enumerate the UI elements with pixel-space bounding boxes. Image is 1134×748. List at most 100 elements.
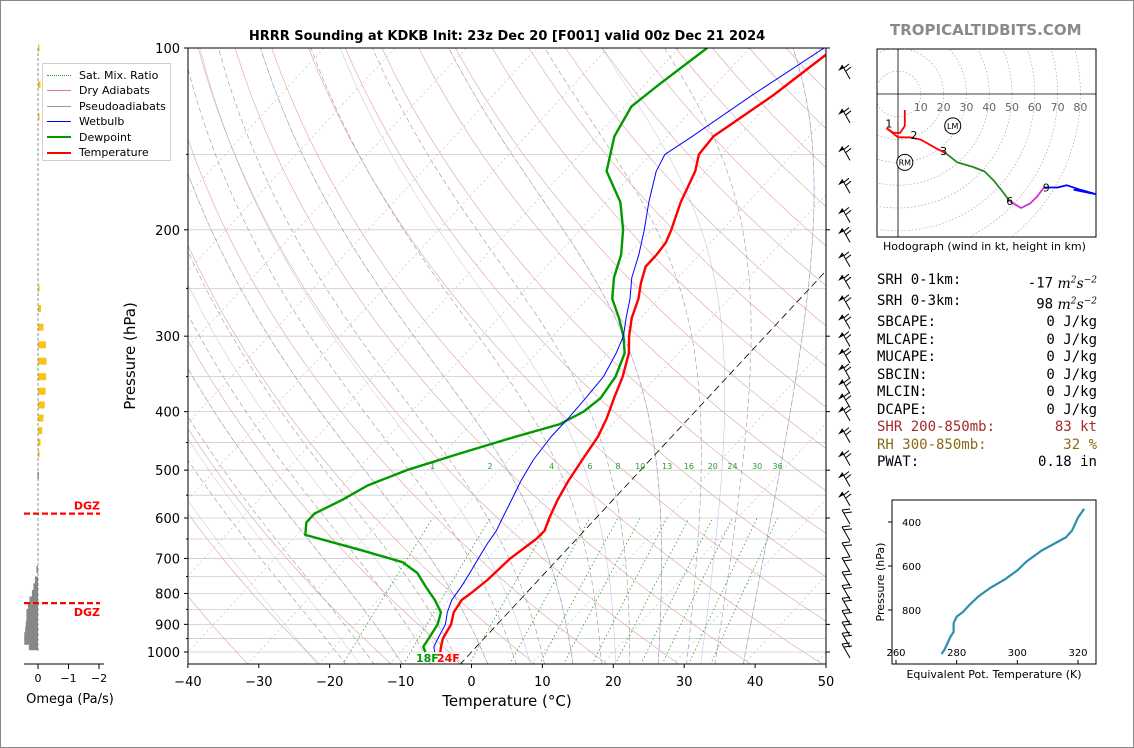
mixing-ratio-line [661, 517, 733, 664]
stat-value: 0 J/kg [1046, 366, 1097, 383]
wind-barb [838, 378, 852, 394]
storm-motion-label: LM [947, 122, 958, 131]
x-tick-label: −30 [245, 675, 272, 690]
stat-label: MLCIN: [877, 384, 928, 401]
omega-bar [24, 632, 38, 640]
dry-adiabat [271, 48, 823, 664]
stat-row: SBCIN: 0 J/kg [877, 367, 1097, 385]
stat-label: MUCAPE: [877, 349, 937, 366]
stat-row: MLCIN: 0 J/kg [877, 384, 1097, 402]
wind-barb [838, 294, 852, 310]
stat-label: SHR 200-850mb: [877, 419, 996, 436]
profile-wetbulb [433, 48, 825, 653]
skewt-axes-frame [187, 47, 827, 665]
omega-x-tick-label: 0 [35, 672, 42, 685]
dry-adiabat [198, 48, 680, 664]
legend-swatch [47, 121, 71, 122]
omega-x-tick-label: −1 [60, 672, 76, 685]
isotherm [459, 270, 826, 664]
pseudoadiabat [188, 313, 432, 664]
wind-barb [838, 107, 852, 124]
moist-reference-line [601, 48, 726, 664]
stat-row: MLCAPE: 0 J/kg [877, 332, 1097, 350]
wind-barb [838, 273, 852, 290]
isotherm [188, 48, 325, 195]
mixing-ratio-line [509, 517, 591, 664]
legend-entry: Pseudoadiabats [47, 99, 166, 113]
omega-bar [38, 450, 40, 458]
hodograph-trace [886, 127, 947, 155]
pseudoadiabat [448, 48, 662, 664]
y-tick-label: 800 [155, 587, 180, 602]
brand-label: TROPICALTIDBITS.COM [890, 21, 1082, 39]
dgz-label: DGZ [74, 606, 100, 619]
dry-adiabat [188, 244, 536, 664]
x-tick-label: 10 [534, 675, 551, 690]
hodograph-ring-label: 50 [1005, 101, 1019, 114]
isotherm [188, 48, 679, 577]
omega-bar [38, 44, 40, 52]
theta-e-y-tick-label: 800 [902, 606, 921, 617]
legend-label: Dewpoint [79, 130, 132, 144]
mixing-ratio-line [342, 517, 434, 664]
profile-dewpoint [304, 48, 708, 653]
legend-label: Wetbulb [79, 115, 125, 128]
wind-barb [841, 556, 853, 573]
omega-bar [36, 565, 38, 573]
hodograph-title: Hodograph (wind in kt, height in km) [883, 240, 1086, 253]
mixing-ratio-line [688, 517, 758, 664]
dry-adiabat [234, 48, 752, 664]
hodograph-ring-label: 60 [1028, 101, 1042, 114]
legend-swatch [47, 151, 71, 154]
stat-value: 0 J/kg [1046, 331, 1097, 348]
dry-adiabat [188, 428, 392, 664]
stats-panel: SRH 0-1km: -17 m2s−2 SRH 0-3km: 98 m2s−2 SBC… [877, 272, 1097, 472]
legend-entry: Sat. Mix. Ratio [47, 68, 158, 82]
stat-row: SHR 200-850mb: 83 kt [877, 419, 1097, 437]
isotherm [672, 499, 826, 664]
skewt-ylabel: Pressure (hPa) [121, 302, 139, 410]
wind-barb [838, 331, 852, 347]
mixing-ratio-line [615, 517, 690, 664]
legend-entry: Temperature [47, 146, 149, 160]
legend-label: Pseudoadiabats [79, 99, 166, 113]
legend-entry: Dewpoint [47, 130, 131, 144]
hodograph-ring-label: 80 [1073, 101, 1087, 114]
pseudoadiabat [188, 67, 517, 664]
omega-xlabel: Omega (Pa/s) [26, 692, 114, 707]
storm-motion-marker [896, 153, 914, 171]
surface-dewpoint-label: 18F [416, 652, 439, 665]
theta-e-ylabel: Pressure (hPa) [874, 543, 887, 622]
hodograph-height-label: 1 [885, 118, 892, 131]
omega-bar [38, 305, 42, 313]
stat-row: SRH 0-1km: -17 m2s−2 [877, 272, 1097, 293]
theta-e-xlabel: Equivalent Pot. Temperature (K) [906, 668, 1081, 681]
stat-value: 0 J/kg [1046, 384, 1097, 401]
x-tick-label: 40 [747, 675, 764, 690]
hodograph-trace [1043, 184, 1096, 196]
x-tick-label: 20 [605, 675, 622, 690]
omega-bar [38, 357, 47, 365]
y-tick-label: 600 [155, 512, 180, 527]
moist-reference-line [188, 500, 318, 664]
isotherm [530, 346, 826, 664]
wind-barb [838, 490, 852, 507]
hodograph-height-label: 3 [940, 145, 947, 158]
wind-barb [838, 471, 852, 487]
legend-swatch [47, 136, 71, 138]
wind-barb [838, 313, 852, 329]
hodograph-height-label: 6 [1006, 195, 1013, 208]
pseudoadiabat [310, 48, 602, 664]
wind-barb [841, 541, 853, 558]
mixing-ratio-label: 16 [684, 462, 694, 471]
pseudoadiabat [372, 48, 631, 664]
hodograph-ring-label: 40 [982, 101, 996, 114]
omega-bar [38, 387, 46, 395]
isotherm [389, 194, 826, 664]
stat-row: DCAPE: 0 J/kg [877, 402, 1097, 420]
stat-value: 0.18 in [1037, 454, 1097, 471]
hodograph-ring-label: 10 [914, 101, 928, 114]
omega-x-tick-label: −2 [91, 672, 107, 685]
mixing-ratio-label: 4 [549, 462, 554, 471]
stat-value: 0 J/kg [1046, 401, 1097, 418]
